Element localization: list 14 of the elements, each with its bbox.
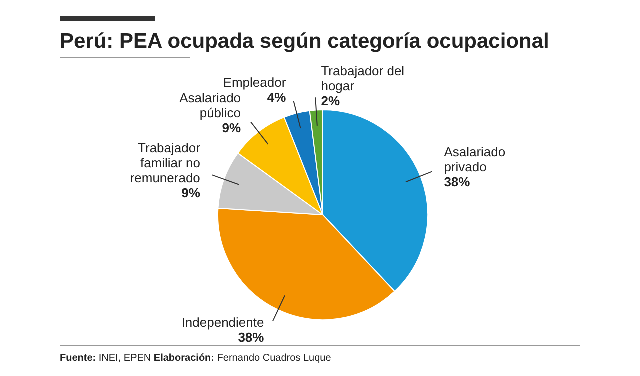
data-label: 4%	[267, 90, 287, 105]
data-label: 2%	[321, 94, 340, 109]
slice-label: Independiente	[182, 314, 264, 330]
slice-label: Trabajador del hogar	[321, 64, 405, 94]
chart-title: Perú: PEA ocupada según categoría ocupacional	[60, 30, 550, 53]
source-note: Fuente: INEI, EPEN Elaboración: Fernando Cuadros Luque	[60, 353, 332, 364]
data-label: 38%	[238, 330, 265, 345]
data-label: 9%	[182, 186, 201, 201]
data-label: 38%	[444, 174, 471, 190]
slice-label: Asalariado privado	[444, 144, 506, 174]
slice-label: Empleador	[223, 74, 287, 90]
slice-label: Asalariado público	[180, 90, 242, 120]
slice-label: Trabajador familiar no remunerado	[130, 140, 202, 186]
data-label: 9%	[222, 120, 242, 136]
